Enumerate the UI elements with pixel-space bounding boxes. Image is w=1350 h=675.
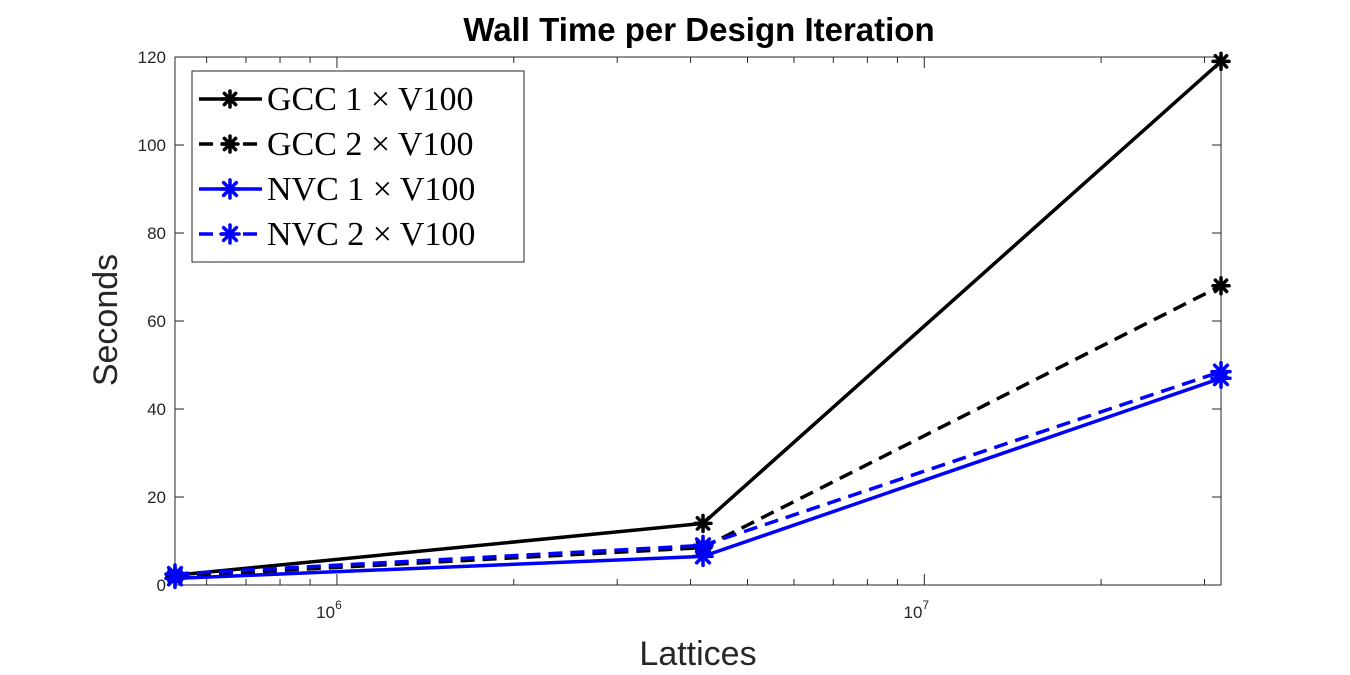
- legend-marker: [220, 134, 240, 154]
- legend-label: NVC 2 × V100: [267, 216, 475, 253]
- legend: GCC 1 × V100 GCC 2 × V100 NVC 1 × V100 NVC …: [191, 70, 525, 263]
- data-point: [693, 513, 713, 534]
- legend-label: NVC 1 × V100: [267, 171, 475, 208]
- legend-item: GCC 1 × V100: [199, 81, 474, 118]
- y-tick-label: 0: [157, 576, 166, 595]
- data-point: [164, 563, 186, 585]
- y-axis-label: Seconds: [87, 254, 125, 386]
- plot-area: 0 20 40 60 80 100 120 106 107 GCC 1 × V100 GCC 2 ×…: [138, 48, 1232, 622]
- x-axis-label: Lattices: [639, 635, 756, 673]
- chart-title: Wall Time per Design Iteration: [463, 11, 934, 48]
- legend-item: NVC 2 × V100: [199, 216, 475, 253]
- data-point: [1211, 51, 1231, 72]
- data-point: [1210, 360, 1232, 383]
- data-point: [692, 534, 714, 557]
- legend-label: GCC 1 × V100: [267, 81, 474, 118]
- y-tick-label: 40: [147, 400, 166, 419]
- legend-label: GCC 2 × V100: [267, 126, 474, 163]
- y-tick-label: 20: [147, 488, 166, 507]
- legend-item: GCC 2 × V100: [199, 126, 474, 163]
- x-tick-label: 106: [316, 598, 342, 622]
- data-point: [1211, 276, 1231, 296]
- y-tick-label: 100: [138, 136, 166, 155]
- legend-marker: [219, 223, 241, 245]
- legend-marker: [220, 89, 240, 109]
- legend-box: [191, 70, 525, 263]
- x-tick-label: 107: [903, 598, 929, 622]
- y-tick-label: 80: [147, 224, 166, 243]
- y-tick-label: 120: [138, 48, 166, 67]
- legend-item: NVC 1 × V100: [199, 171, 475, 208]
- legend-marker: [219, 178, 241, 200]
- y-tick-label: 60: [147, 312, 166, 331]
